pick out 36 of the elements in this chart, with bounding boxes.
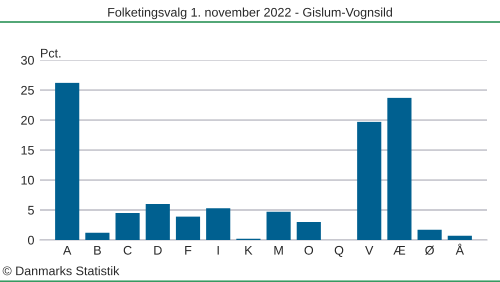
x-tick-label: A [63, 246, 72, 255]
y-tick-label: 15 [21, 146, 34, 155]
bar [55, 82, 80, 240]
x-tick-label: O [304, 246, 314, 255]
bar [266, 212, 291, 240]
x-tick-label: Æ [393, 246, 406, 255]
x-tick-label: I [218, 246, 219, 255]
x-tick-label: V [365, 246, 374, 255]
bar [387, 98, 412, 240]
x-tick-label: M [274, 246, 283, 255]
y-tick-label: 5 [28, 206, 34, 215]
bar [85, 232, 110, 240]
y-tick-label: 20 [21, 116, 34, 125]
x-tick-label: F [185, 246, 192, 255]
x-tick-label: Q [334, 246, 344, 257]
bar [116, 212, 140, 240]
x-tick-label: Ø [425, 246, 434, 255]
text: © Danmarks Statistik [2, 266, 120, 276]
bar [176, 216, 200, 240]
x-tick-label: Å [456, 244, 464, 255]
bar [448, 236, 472, 240]
x-tick-label: B [94, 246, 101, 255]
x-tick-label: D [154, 246, 162, 255]
bar [418, 230, 442, 240]
x-tick-label: C [124, 246, 132, 255]
chart-title: Folketingsvalg 1. november 2022 - Gislum-Vognsild [108, 8, 392, 20]
bar [357, 122, 382, 240]
y-tick-label: 25 [21, 86, 34, 95]
y-axis-title: Pct. [41, 48, 60, 58]
bar [146, 204, 170, 240]
y-tick-label: 10 [21, 176, 34, 185]
bar [296, 222, 321, 240]
y-tick-label: 0 [28, 236, 34, 245]
y-tick-label: 30 [21, 56, 34, 65]
bar [206, 208, 230, 240]
x-tick-label: K [245, 246, 252, 255]
